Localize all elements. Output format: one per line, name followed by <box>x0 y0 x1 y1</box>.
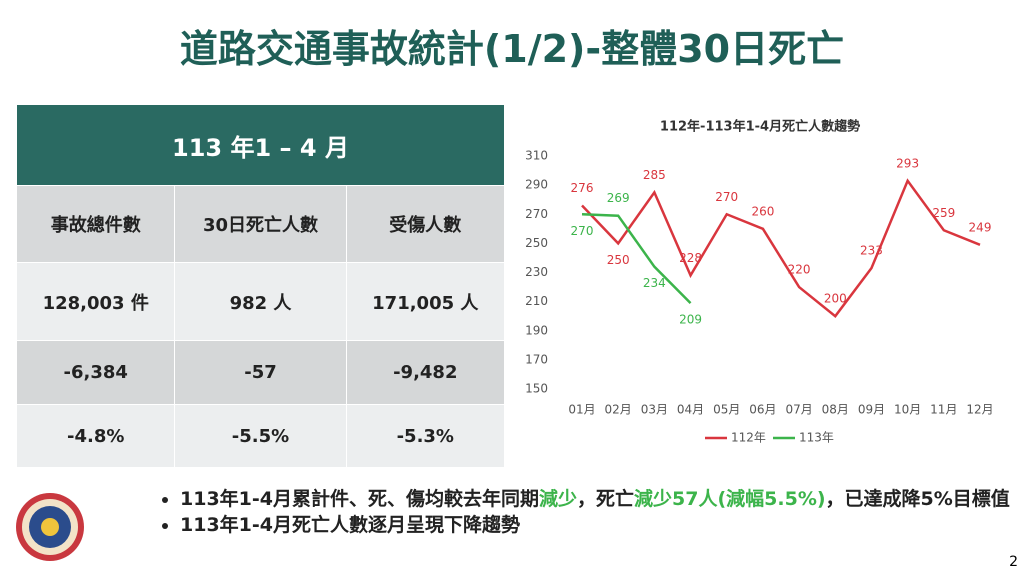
cell: 171,005 人 <box>345 262 506 341</box>
legend-label: 113年 <box>799 431 834 445</box>
legend-label: 112年 <box>731 431 766 445</box>
cell: -5.5% <box>174 404 347 468</box>
series-line <box>581 213 692 304</box>
data-label: 233 <box>860 244 883 258</box>
cell: -9,482 <box>345 340 506 405</box>
data-label: 285 <box>643 168 666 182</box>
data-label: 249 <box>969 220 992 234</box>
data-label: 259 <box>932 206 955 220</box>
cell: -5.3% <box>345 404 506 468</box>
x-tick-label: 04月 <box>677 403 704 417</box>
bullet: 113年1-4月累計件、死、傷均較去年同期減少，死亡減少57人(減幅5.5%)，… <box>180 487 1010 511</box>
bullet-text: 113年1-4月累計件、死、傷均較去年同期 <box>180 488 539 510</box>
data-label: 200 <box>824 292 847 306</box>
cell: 982 人 <box>174 262 347 341</box>
x-tick-label: 05月 <box>713 403 740 417</box>
logo <box>16 493 84 561</box>
x-tick-label: 11月 <box>930 403 957 417</box>
data-label: 260 <box>751 204 774 218</box>
table-header: 113 年1 – 4 月 <box>16 104 505 186</box>
bullet-text: ，已達成降5%目標值 <box>825 488 1010 510</box>
y-tick-label: 190 <box>525 323 548 337</box>
y-tick-label: 210 <box>525 294 548 308</box>
slide-title: 道路交通事故統計(1/2)-整體30日死亡 <box>179 27 845 71</box>
cell: -6,384 <box>15 340 176 405</box>
data-label: 270 <box>715 190 738 204</box>
col-head: 30日死亡人數 <box>174 185 347 263</box>
x-tick-label: 10月 <box>894 403 921 417</box>
y-tick-label: 250 <box>525 236 548 250</box>
x-tick-label: 08月 <box>822 403 849 417</box>
y-tick-label: 270 <box>525 207 548 221</box>
data-label: 270 <box>571 224 594 238</box>
x-tick-label: 12月 <box>966 403 993 417</box>
col-head: 事故總件數 <box>15 185 176 263</box>
x-tick-label: 09月 <box>858 403 885 417</box>
cell: 128,003 件 <box>15 262 176 341</box>
col-head: 受傷人數 <box>345 185 506 263</box>
bullets: 113年1-4月累計件、死、傷均較去年同期減少，死亡減少57人(減幅5.5%)，… <box>150 487 1010 539</box>
y-tick-label: 290 <box>525 178 548 192</box>
cell: -57 <box>174 340 347 405</box>
data-label: 293 <box>896 156 919 170</box>
bullet-text: 減少 <box>539 488 578 510</box>
y-tick-label: 150 <box>525 382 548 396</box>
bullet: 113年1-4月死亡人數逐月呈現下降趨勢 <box>180 513 1010 537</box>
page-number: 2 <box>1009 554 1018 570</box>
cell: -4.8% <box>15 404 176 468</box>
bullet-text: ，死亡 <box>577 488 635 510</box>
bullet-text: 113年1-4月死亡人數逐月呈現下降趨勢 <box>180 514 520 536</box>
chart-title: 112年-113年1-4月死亡人數趨勢 <box>660 119 860 135</box>
data-label: 220 <box>788 263 811 277</box>
x-tick-label: 02月 <box>605 403 632 417</box>
x-tick-label: 01月 <box>568 403 595 417</box>
bullet-text: 減少57人(減幅5.5%) <box>634 488 826 510</box>
y-tick-label: 170 <box>525 352 548 366</box>
x-tick-label: 06月 <box>749 403 776 417</box>
data-label: 234 <box>643 276 666 290</box>
y-tick-label: 310 <box>525 149 548 163</box>
x-tick-label: 03月 <box>641 403 668 417</box>
data-label: 250 <box>607 253 630 267</box>
data-label: 269 <box>607 191 630 205</box>
data-label: 209 <box>679 313 702 327</box>
series-line <box>581 178 981 318</box>
data-label: 276 <box>571 181 594 195</box>
y-tick-label: 230 <box>525 265 548 279</box>
x-tick-label: 07月 <box>785 403 812 417</box>
data-label: 228 <box>679 251 702 265</box>
